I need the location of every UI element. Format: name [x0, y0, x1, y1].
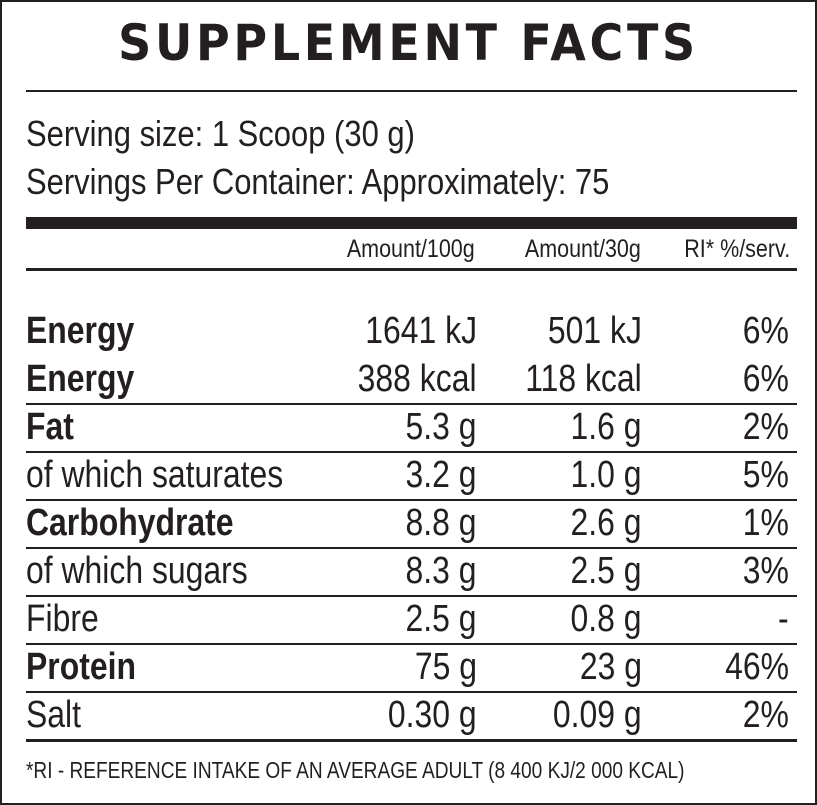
amount-per-serving: 0.09 g — [553, 694, 642, 736]
footnote: *RI - REFERENCE INTAKE OF AN AVERAGE ADU… — [26, 757, 685, 783]
amount-per-100g: 1641 kJ — [365, 310, 477, 352]
amount-per-serving: 118 kcal — [525, 358, 642, 400]
ri-percent: 2% — [742, 406, 789, 448]
amount-per-serving: 2.6 g — [570, 502, 642, 544]
table-row: Energy 1641 kJ 501 kJ 6% — [26, 307, 797, 355]
label-title: SUPPLEMENT FACTS — [118, 14, 699, 72]
table-row: Carbohydrate 8.8 g 2.6 g 1% — [26, 499, 797, 547]
amount-per-serving: 501 kJ — [547, 310, 642, 352]
row-divider — [26, 547, 797, 549]
nutrient-name: Carbohydrate — [26, 502, 234, 544]
title-divider — [26, 90, 797, 92]
amount-per-serving: 23 g — [579, 646, 642, 688]
amount-per-100g: 8.8 g — [405, 502, 477, 544]
ri-percent: 5% — [742, 454, 789, 496]
amount-per-serving: 1.6 g — [570, 406, 642, 448]
ri-percent: 46% — [725, 646, 789, 688]
row-divider — [26, 451, 797, 453]
nutrient-name: of which sugars — [26, 550, 248, 592]
column-header-per100: Amount/100g — [347, 235, 475, 263]
amount-per-100g: 0.30 g — [388, 694, 477, 736]
row-divider — [26, 643, 797, 645]
ri-percent: 6% — [742, 310, 789, 352]
table-row: Fibre 2.5 g 0.8 g - — [26, 595, 797, 643]
amount-per-100g: 5.3 g — [405, 406, 477, 448]
ri-percent: 3% — [742, 550, 789, 592]
ri-percent: 6% — [742, 358, 789, 400]
serving-size: Serving size: 1 Scoop (30 g) — [26, 113, 415, 154]
row-divider — [26, 403, 797, 405]
nutrient-name: Fat — [26, 406, 74, 448]
row-divider — [26, 499, 797, 501]
nutrient-name: Fibre — [26, 598, 99, 640]
header-divider — [26, 268, 797, 271]
nutrient-name: Energy — [26, 358, 135, 400]
amount-per-100g: 75 g — [414, 646, 477, 688]
table-row: of which saturates 3.2 g 1.0 g 5% — [26, 451, 797, 499]
column-header-ri: RI* %/serv. — [684, 235, 790, 263]
column-header-per30: Amount/30g — [525, 235, 641, 263]
table-row: Salt 0.30 g 0.09 g 2% — [26, 691, 797, 739]
row-divider — [26, 691, 797, 693]
nutrient-name: Energy — [26, 310, 135, 352]
amount-per-serving: 0.8 g — [570, 598, 642, 640]
table-row: of which sugars 8.3 g 2.5 g 3% — [26, 547, 797, 595]
nutrient-name: of which saturates — [26, 454, 284, 496]
amount-per-100g: 388 kcal — [358, 358, 477, 400]
nutrient-name: Salt — [26, 694, 82, 736]
amount-per-100g: 3.2 g — [405, 454, 477, 496]
table-row: Protein 75 g 23 g 46% — [26, 643, 797, 691]
amount-per-100g: 2.5 g — [405, 598, 477, 640]
ri-percent: - — [778, 598, 789, 640]
table-row: Energy 388 kcal 118 kcal 6% — [26, 355, 797, 403]
thick-divider — [26, 217, 797, 229]
table-row: Fat 5.3 g 1.6 g 2% — [26, 403, 797, 451]
ri-percent: 1% — [742, 502, 789, 544]
servings-per-container: Servings Per Container: Approximately: 7… — [26, 161, 610, 202]
amount-per-serving: 1.0 g — [570, 454, 642, 496]
footnote-divider — [26, 739, 797, 742]
amount-per-serving: 2.5 g — [570, 550, 642, 592]
nutrient-name: Protein — [26, 646, 136, 688]
amount-per-100g: 8.3 g — [405, 550, 477, 592]
ri-percent: 2% — [742, 694, 789, 736]
row-divider — [26, 595, 797, 597]
